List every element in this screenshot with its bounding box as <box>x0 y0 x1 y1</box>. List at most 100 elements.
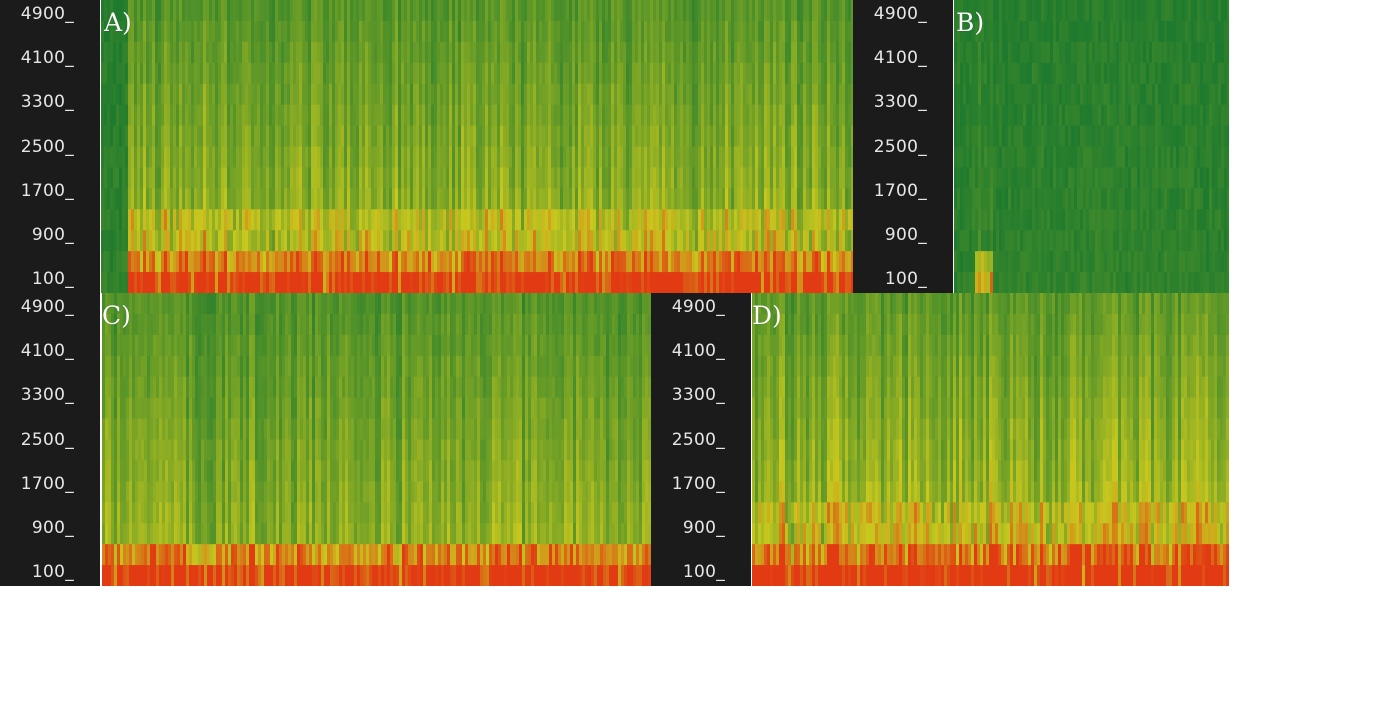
spectrogram-cell <box>464 167 468 189</box>
spectrogram-cell <box>803 104 807 127</box>
spectrogram-cell <box>960 251 964 273</box>
spectrogram-cell <box>833 251 837 273</box>
spectrogram-a <box>101 0 853 293</box>
spectrogram-cell <box>1164 41 1168 64</box>
spectrogram-cell <box>117 334 121 357</box>
spectrogram-cell <box>821 230 825 252</box>
spectrogram-cell <box>671 0 675 22</box>
spectrogram-cell <box>1095 83 1099 106</box>
spectrogram-cell <box>821 167 825 189</box>
spectrogram-cell <box>362 230 366 252</box>
spectrogram-cell <box>215 104 219 127</box>
spectrogram-cell <box>332 209 336 231</box>
spectrogram-cell <box>254 146 258 168</box>
spectrogram-cell <box>515 104 519 127</box>
spectrogram-cell <box>740 272 744 293</box>
spectrogram-cell <box>1017 125 1021 147</box>
spectrogram-cell <box>458 125 462 147</box>
spectrogram-cell <box>707 167 711 189</box>
spectrogram-cell <box>644 104 648 127</box>
spectrogram-cell <box>269 209 273 231</box>
spectrogram-cell <box>1005 0 1009 22</box>
spectrogram-cell <box>1026 125 1030 147</box>
spectrogram-cell <box>954 167 958 189</box>
spectrogram-cell <box>1014 41 1018 64</box>
spectrogram-cell <box>102 293 106 315</box>
spectrogram-cell <box>203 272 207 293</box>
spectrogram-cell <box>758 83 762 106</box>
spectrogram-cell <box>1188 188 1192 210</box>
spectrogram-cell <box>641 272 645 293</box>
spectrogram-cell <box>434 209 438 231</box>
spectrogram-cell <box>659 125 663 147</box>
spectrogram-cell <box>972 230 976 252</box>
spectrogram-cell <box>981 209 985 231</box>
spectrogram-cell <box>383 41 387 64</box>
spectrogram-cell <box>963 188 967 210</box>
spectrogram-cell <box>1008 62 1012 85</box>
spectrogram-cell <box>656 83 660 106</box>
spectrogram-cell <box>776 83 780 106</box>
spectrogram-cell <box>170 0 174 22</box>
spectrogram-cell <box>131 146 135 168</box>
spectrogram-cell <box>134 167 138 189</box>
spectrogram-cell <box>632 251 636 273</box>
spectrogram-cell <box>449 62 453 85</box>
spectrogram-cell <box>1023 20 1027 43</box>
spectrogram-cell <box>999 272 1003 293</box>
spectrogram-cell <box>1080 209 1084 231</box>
spectrogram-cell <box>999 83 1003 106</box>
spectrogram-cell <box>662 209 666 231</box>
spectrogram-cell <box>680 20 684 43</box>
spectrogram-cell <box>1134 251 1138 273</box>
spectrogram-cell <box>722 272 726 293</box>
spectrogram-cell <box>1215 104 1219 127</box>
spectrogram-cell <box>575 209 579 231</box>
spectrogram-cell <box>629 62 633 85</box>
spectrogram-cell <box>1086 272 1090 293</box>
spectrogram-cell <box>749 20 753 43</box>
spectrogram-cell <box>626 0 630 22</box>
spectrogram-cell <box>503 230 507 252</box>
spectrogram-cell <box>482 209 486 231</box>
spectrogram-cell <box>221 167 225 189</box>
spectrogram-cell <box>1182 188 1186 210</box>
spectrogram-cell <box>122 146 126 168</box>
spectrogram-cell <box>167 209 171 231</box>
spectrogram-cell <box>554 104 558 127</box>
spectrogram-cell <box>827 62 831 85</box>
spectrogram-cell <box>1104 230 1108 252</box>
spectrogram-cell <box>737 272 741 293</box>
spectrogram-cell <box>137 83 141 106</box>
spectrogram-cell <box>251 167 255 189</box>
spectrogram-cell <box>533 62 537 85</box>
spectrogram-cell <box>104 251 108 273</box>
spectrogram-cell <box>575 125 579 147</box>
spectrogram-cell <box>1146 167 1150 189</box>
spectrogram-cell <box>569 146 573 168</box>
spectrogram-cell <box>746 188 750 210</box>
spectrogram-cell <box>1140 125 1144 147</box>
spectrogram-cell <box>527 83 531 106</box>
spectrogram-cell <box>966 62 970 85</box>
spectrogram-cell <box>1095 272 1099 293</box>
spectrogram-cell <box>275 125 279 147</box>
spectrogram-cell <box>1161 125 1165 147</box>
spectrogram-cell <box>1050 41 1054 64</box>
spectrogram-cell <box>545 272 549 293</box>
spectrogram-cell <box>644 251 648 273</box>
spectrogram-cell <box>128 146 132 168</box>
spectrogram-cell <box>1104 272 1108 293</box>
spectrogram-cell <box>284 83 288 106</box>
spectrogram-cell <box>440 188 444 210</box>
spectrogram-cell <box>323 209 327 231</box>
spectrogram-cell <box>1197 41 1201 64</box>
spectrogram-cell <box>392 251 396 273</box>
spectrogram-cell <box>749 167 753 189</box>
spectrogram-cell <box>993 62 997 85</box>
spectrogram-cell <box>530 83 534 106</box>
spectrogram-cell <box>963 209 967 231</box>
spectrogram-cell <box>1179 167 1183 189</box>
spectrogram-cell <box>1026 146 1030 168</box>
spectrogram-cell <box>197 0 201 22</box>
